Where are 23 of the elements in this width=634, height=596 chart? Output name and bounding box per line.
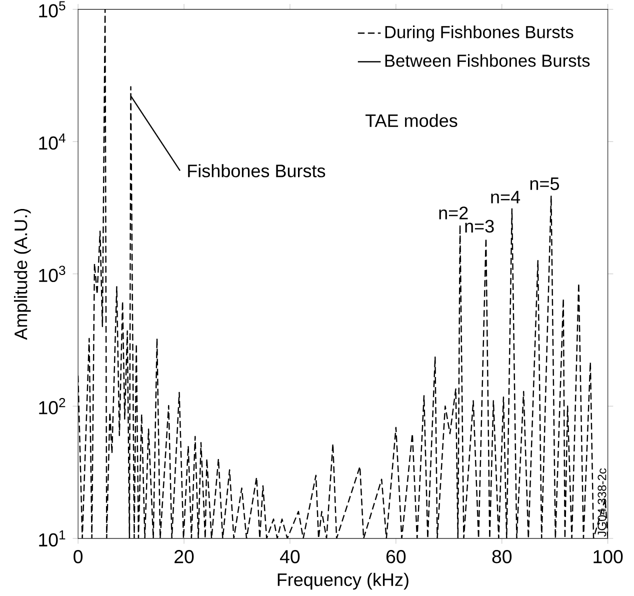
x-axis-title: Frequency (kHz) [278,572,408,590]
annotation: TAE modes [366,114,458,128]
y-tick-label: 10$^{4}$ [39,134,66,150]
annotation: n=2 [439,206,468,220]
x-tick-label: 40 [280,550,300,564]
annotation: Fishbones Bursts [188,164,326,178]
annotation: n=5 [530,178,560,190]
y-axis-title: Amplitude (A.U.) [14,209,31,340]
x-tick-label: 60 [386,550,406,564]
y-tick-label: 10$^{2}$ [39,398,66,414]
legend-label: Between Fishbones Bursts [385,54,590,67]
legend-label: During Fishbones Bursts [385,26,574,42]
y-tick-label: 10$^{1}$ [39,530,66,547]
annotation: n=3 [465,220,494,233]
y-tick-label: 10$^{3}$ [39,266,66,282]
x-tick-label: 0 [74,550,83,564]
annotation: JG04.338-2c [598,468,606,537]
x-tick-label: 100 [594,550,623,564]
annotation: n=4 [491,190,520,204]
line-series [78,9,608,539]
x-tick-label: 80 [492,550,512,564]
x-tick-label: 20 [174,550,194,564]
y-tick-label: 10$^{5}$ [39,1,66,18]
